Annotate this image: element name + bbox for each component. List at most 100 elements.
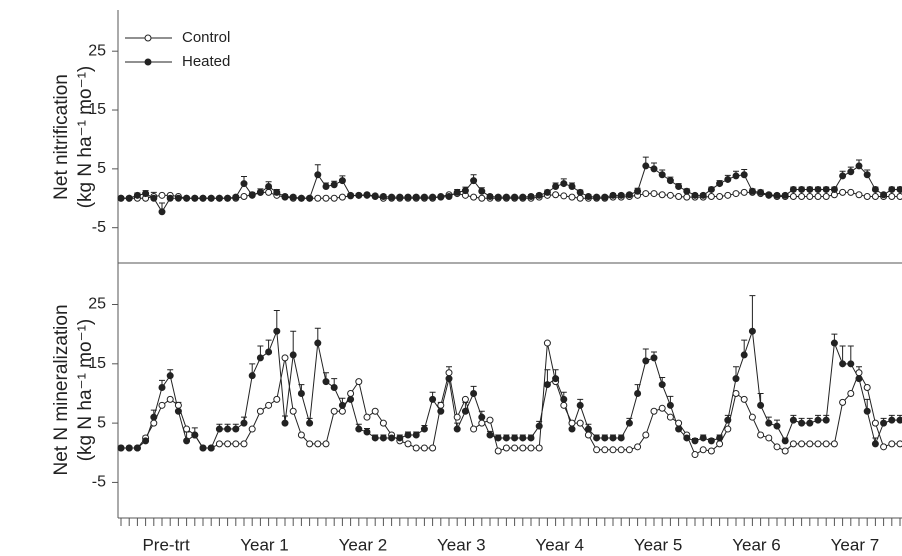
- data-point: [265, 401, 273, 409]
- y-tick-label: 15: [88, 101, 106, 118]
- data-point: [527, 193, 535, 201]
- data-point: [650, 407, 658, 415]
- data-point: [412, 431, 420, 439]
- data-point: [338, 193, 346, 201]
- data-point: [445, 375, 453, 383]
- data-point: [814, 440, 822, 448]
- data-point: [896, 193, 902, 201]
- data-point: [248, 372, 256, 380]
- data-point: [863, 384, 871, 392]
- y-tick-label: 15: [88, 355, 106, 372]
- data-point: [642, 431, 650, 439]
- x-group-label: Year 6: [732, 535, 781, 554]
- data-point: [675, 419, 683, 427]
- data-point: [461, 187, 469, 195]
- data-point: [265, 188, 273, 196]
- data-point: [215, 194, 223, 202]
- data-point: [773, 191, 781, 199]
- data-point: [379, 193, 387, 201]
- data-point: [437, 407, 445, 415]
- data-point: [486, 416, 494, 424]
- data-point: [502, 444, 510, 452]
- data-point: [748, 187, 756, 195]
- data-point: [183, 425, 191, 433]
- data-point: [691, 437, 699, 445]
- data-point: [642, 190, 650, 198]
- data-point: [716, 434, 724, 442]
- data-point: [240, 440, 248, 448]
- data-point: [338, 407, 346, 415]
- data-point: [330, 384, 338, 392]
- data-point: [609, 191, 617, 199]
- data-point: [593, 193, 601, 201]
- data-point: [765, 419, 773, 427]
- data-point: [880, 443, 888, 451]
- data-point: [699, 434, 707, 442]
- data-point: [502, 434, 510, 442]
- data-point: [871, 419, 879, 427]
- data-point: [855, 162, 863, 170]
- data-point: [732, 375, 740, 383]
- data-point: [806, 440, 814, 448]
- y-axis-unit: (kg N ha⁻¹ mo⁻¹): [75, 66, 96, 209]
- data-point: [830, 440, 838, 448]
- data-point: [224, 440, 232, 448]
- data-point: [158, 384, 166, 392]
- data-point: [166, 194, 174, 202]
- data-point: [330, 181, 338, 189]
- data-point: [543, 188, 551, 196]
- data-point: [297, 389, 305, 397]
- x-group-label: Year 1: [240, 535, 289, 554]
- data-point: [281, 419, 289, 427]
- data-point: [609, 446, 617, 454]
- data-point: [453, 413, 461, 421]
- data-point: [125, 444, 133, 452]
- data-point: [593, 434, 601, 442]
- data-point: [150, 419, 158, 427]
- data-point: [560, 395, 568, 403]
- data-point: [125, 194, 133, 202]
- data-point: [158, 208, 166, 216]
- data-point: [847, 360, 855, 368]
- data-point: [789, 193, 797, 201]
- data-point: [822, 193, 830, 201]
- data-point: [355, 425, 363, 433]
- data-point: [658, 171, 666, 179]
- data-point: [806, 185, 814, 193]
- x-group-label: Year 7: [831, 535, 880, 554]
- data-point: [420, 444, 428, 452]
- data-point: [798, 440, 806, 448]
- data-point: [215, 425, 223, 433]
- data-point: [740, 351, 748, 359]
- data-point: [232, 440, 240, 448]
- data-point: [256, 407, 264, 415]
- data-point: [437, 401, 445, 409]
- data-point: [871, 185, 879, 193]
- data-point: [740, 171, 748, 179]
- data-point: [355, 191, 363, 199]
- data-point: [363, 191, 371, 199]
- data-point: [757, 431, 765, 439]
- data-point: [576, 188, 584, 196]
- data-point: [642, 162, 650, 170]
- data-point: [330, 407, 338, 415]
- data-point: [740, 188, 748, 196]
- data-point: [757, 401, 765, 409]
- data-point: [388, 193, 396, 201]
- data-point: [781, 437, 789, 445]
- data-point: [724, 191, 732, 199]
- data-point: [502, 193, 510, 201]
- data-point: [396, 434, 404, 442]
- data-point: [158, 191, 166, 199]
- data-point: [183, 194, 191, 202]
- data-point: [716, 193, 724, 201]
- data-point: [806, 419, 814, 427]
- data-point: [732, 389, 740, 397]
- data-point: [847, 168, 855, 176]
- data-point: [183, 437, 191, 445]
- data-point: [527, 434, 535, 442]
- y-tick-label: -5: [92, 474, 106, 491]
- x-group-label: Year 3: [437, 535, 486, 554]
- data-point: [855, 375, 863, 383]
